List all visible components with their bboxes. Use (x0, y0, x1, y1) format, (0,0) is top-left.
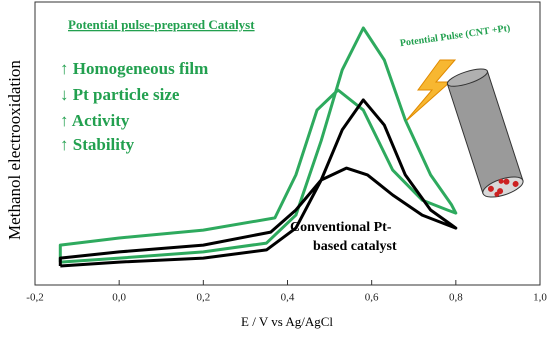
bullet: ↑ Stability (60, 135, 135, 154)
nanotube-icon (446, 68, 524, 198)
bullet: ↑ Homogeneous film (60, 59, 208, 78)
cv-curve (58, 26, 458, 264)
lightning-icon (404, 59, 457, 123)
x-tick-label: 0,2 (196, 292, 210, 304)
bullet: ↓ Pt particle size (60, 85, 180, 104)
annotation: Conventional Pt- (290, 220, 392, 235)
heading: Potential pulse-prepared Catalyst (68, 17, 255, 32)
bullet: ↑ Activity (60, 111, 130, 130)
x-axis-label: E / V vs Ag/AgCl (241, 314, 333, 329)
x-tick-label: 0,6 (365, 292, 379, 304)
cv-curve (58, 98, 458, 268)
x-tick-label: 0,0 (112, 292, 126, 304)
annotation: based catalyst (313, 239, 397, 254)
x-tick-label: 0,8 (449, 292, 463, 304)
inset-label: Potential Pulse (CNT +Pt) (399, 23, 511, 49)
y-axis-label: Methanol electrooxidation (5, 60, 24, 240)
x-tick-label: 1,0 (533, 292, 547, 304)
x-tick-label: 0,4 (281, 292, 295, 304)
x-tick-label: -0,2 (26, 292, 43, 304)
